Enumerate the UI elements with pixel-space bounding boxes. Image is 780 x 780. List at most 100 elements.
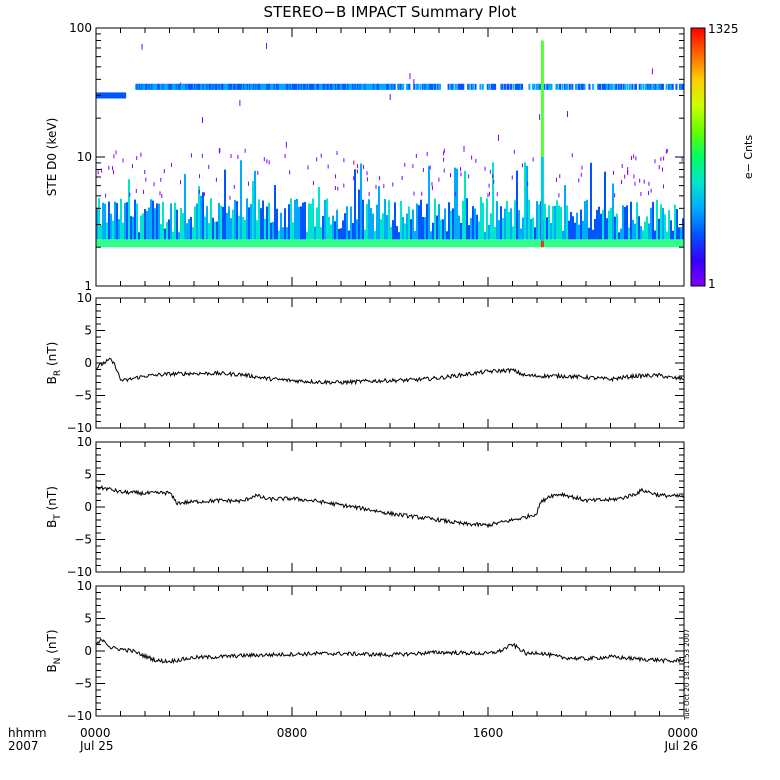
panel-frame	[95, 441, 685, 573]
spectrogram-streak	[562, 230, 564, 240]
spectrogram-sparse-count	[559, 174, 561, 179]
spectrogram-sparse-count	[140, 152, 142, 157]
spectrogram-streak	[374, 230, 376, 240]
spectrogram-streak	[344, 213, 346, 240]
spectrogram-streak	[156, 203, 158, 240]
spectrogram-line-segment	[224, 83, 227, 90]
spectrogram-streak	[322, 216, 324, 240]
spectrogram-streak	[240, 160, 242, 240]
spectrogram-sparse-count	[219, 149, 221, 154]
spectrogram-streak	[330, 224, 332, 240]
spectrogram-streak	[136, 203, 138, 240]
spectrogram-line-segment	[437, 83, 440, 90]
spectrogram-streak	[582, 220, 584, 240]
spectrogram-line-segment	[229, 83, 232, 90]
spectrogram-sparse-count	[627, 170, 629, 175]
spectrogram-streak	[428, 166, 430, 240]
spectrogram-streak	[452, 208, 454, 240]
spectrogram-line-segment	[642, 83, 645, 90]
spectrogram-streak	[260, 208, 262, 240]
spectrogram-streak	[610, 207, 612, 240]
spectrogram-line-segment	[519, 83, 522, 90]
spectrogram-line-segment	[528, 83, 531, 90]
spectrogram-streak	[150, 199, 152, 240]
spectrogram-line-segment	[288, 83, 291, 90]
spectrogram-line-segment	[431, 83, 434, 90]
spectrogram-line-segment	[628, 83, 631, 90]
spectrogram-line-segment	[633, 83, 636, 90]
spectrogram-line-segment	[317, 83, 320, 90]
spectrogram-streak	[390, 226, 392, 240]
spectrogram-line-segment	[246, 83, 249, 90]
spectrogram-line-segment	[314, 83, 317, 90]
series-line	[96, 357, 685, 386]
spectrogram-streak	[132, 216, 134, 240]
spectrogram-line-segment	[292, 83, 294, 90]
spectrogram-sparse-count	[443, 168, 445, 173]
spectrogram-line-segment	[122, 92, 125, 99]
spectrogram-sparse-count	[233, 184, 235, 189]
spectrogram-line-segment	[626, 83, 629, 90]
spectrogram-streak	[100, 224, 102, 240]
spectrogram-sparse-count	[431, 185, 433, 190]
spectrogram-line-segment	[371, 83, 374, 90]
spectrogram-sparse-count	[230, 154, 232, 159]
spectrogram-line-segment	[268, 83, 271, 90]
spectrogram-streak	[186, 223, 188, 240]
spectrogram-sparse-count	[307, 165, 309, 170]
spectrogram-streak	[372, 213, 374, 240]
spectrogram-sparse-count	[650, 188, 652, 193]
spectrogram-line-segment	[391, 83, 394, 90]
spectrogram-line-segment	[104, 92, 107, 99]
spectrogram-line-segment	[148, 83, 151, 90]
spectrogram-streak	[304, 202, 306, 240]
spectrogram-line-segment	[320, 83, 323, 90]
spectrogram-sparse-count	[379, 176, 381, 181]
spectrogram-sparse-count	[392, 182, 394, 187]
spectrogram-line-segment	[176, 83, 179, 90]
spectrogram-streak	[168, 219, 170, 240]
spectrogram-line-segment	[190, 83, 193, 90]
x-tick-date-label: Jul 26	[663, 739, 698, 753]
spectrogram-line-segment	[669, 83, 672, 90]
colorbar-min-label: 1	[708, 277, 716, 291]
spectrogram-line-segment	[470, 83, 473, 90]
spectrogram-sparse-count	[681, 157, 683, 162]
spectrogram-streak	[328, 216, 330, 240]
spectrogram-streak	[376, 204, 378, 240]
spectrogram-sparse-count	[454, 191, 456, 196]
spectrogram-line-segment	[434, 83, 437, 90]
spectrogram-line-segment	[295, 83, 298, 90]
spectrogram-line-segment	[372, 83, 375, 90]
spectrogram-line-segment	[611, 83, 614, 90]
series-line	[95, 484, 685, 529]
y-tick-label: 5	[84, 612, 92, 626]
spectrogram-line-segment	[635, 83, 637, 90]
spectrogram-streak	[604, 171, 606, 240]
spectrogram-streak	[182, 213, 184, 240]
spectrogram-streak	[628, 227, 630, 240]
spectrogram-sparse-count	[337, 186, 339, 191]
spectrogram-sparse-count	[539, 114, 541, 121]
spectrogram-streak	[346, 206, 348, 240]
spectrogram-line-segment	[659, 83, 662, 90]
spectrogram-line-segment	[430, 83, 433, 90]
spectrogram-streak	[552, 206, 554, 240]
spectrogram-line-segment	[426, 83, 429, 90]
spectrogram-sparse-count	[621, 180, 623, 185]
spectrogram-line-segment	[512, 83, 515, 90]
spectrogram-line-segment	[533, 83, 536, 90]
spectrogram-streak	[546, 217, 548, 240]
spectrogram-streak	[456, 168, 458, 240]
spectrogram-sparse-count	[409, 73, 411, 80]
spectrogram-line-segment	[342, 83, 345, 90]
spectrogram-streak	[128, 179, 130, 240]
spectrogram-sparse-count	[153, 182, 155, 187]
spectrogram-line-segment	[338, 83, 341, 90]
spectrogram-line-segment	[312, 83, 315, 90]
y-tick-label: 100	[69, 21, 92, 35]
y-tick-label: −10	[67, 709, 92, 723]
spectrogram-line-segment	[388, 83, 391, 90]
spectrogram-line-segment	[257, 83, 260, 90]
spectrogram-line-segment	[283, 83, 286, 90]
